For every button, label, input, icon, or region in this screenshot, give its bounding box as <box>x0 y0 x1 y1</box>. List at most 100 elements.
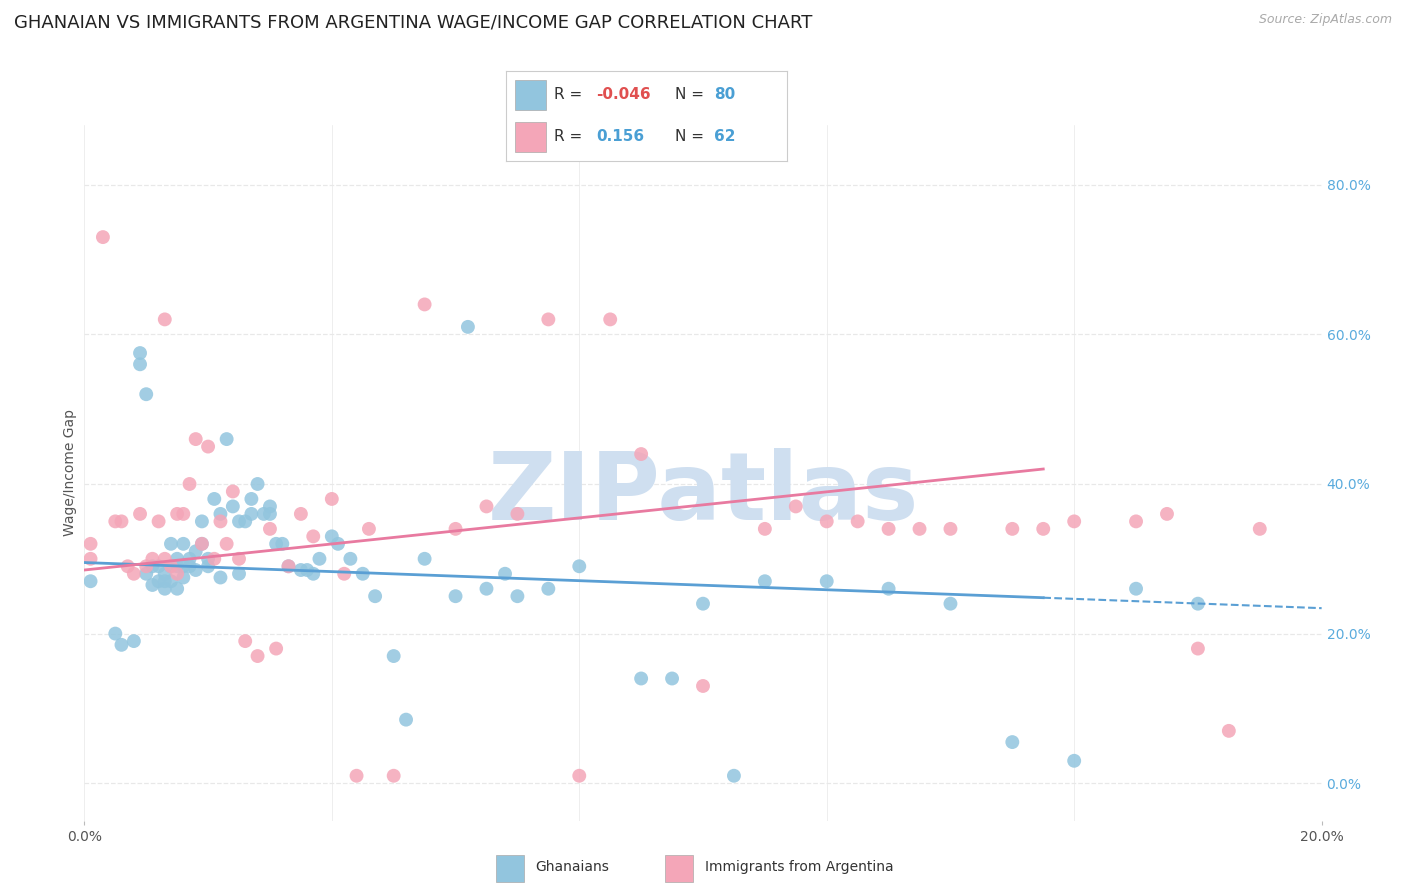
Point <box>785 500 807 514</box>
Point <box>160 574 183 589</box>
Text: R =: R = <box>554 87 588 103</box>
Point <box>191 515 214 529</box>
Point <box>172 507 194 521</box>
Point <box>104 515 127 529</box>
Point <box>222 484 245 499</box>
Point <box>179 559 201 574</box>
Point <box>264 537 287 551</box>
Point <box>184 432 207 446</box>
Point <box>246 648 269 663</box>
Point <box>290 563 312 577</box>
Point <box>153 574 176 589</box>
Point <box>413 297 436 311</box>
Point <box>172 559 194 574</box>
Point <box>754 522 776 536</box>
Point <box>153 582 176 596</box>
Text: N =: N = <box>675 87 709 103</box>
Point <box>877 582 900 596</box>
Point <box>148 559 170 574</box>
Point <box>172 570 194 584</box>
Point <box>184 563 207 577</box>
FancyBboxPatch shape <box>496 855 523 881</box>
Point <box>179 477 201 491</box>
Point <box>537 582 560 596</box>
Point <box>1125 582 1147 596</box>
Point <box>148 515 170 529</box>
Point <box>333 566 356 581</box>
Point <box>104 626 127 640</box>
Point <box>160 559 183 574</box>
Point <box>939 597 962 611</box>
Point <box>457 319 479 334</box>
Point <box>877 522 900 536</box>
Point <box>233 634 256 648</box>
Point <box>395 713 418 727</box>
Point <box>382 769 405 783</box>
Point <box>79 551 101 566</box>
Point <box>908 522 931 536</box>
Point <box>1187 641 1209 656</box>
Point <box>209 570 232 584</box>
Point <box>537 312 560 326</box>
Point <box>1001 522 1024 536</box>
Point <box>215 432 238 446</box>
Point <box>692 679 714 693</box>
Point <box>444 522 467 536</box>
Point <box>191 537 214 551</box>
Point <box>91 230 114 244</box>
Point <box>153 312 176 326</box>
Point <box>79 537 101 551</box>
Point <box>302 566 325 581</box>
Point <box>166 551 188 566</box>
Point <box>160 537 183 551</box>
Text: Source: ZipAtlas.com: Source: ZipAtlas.com <box>1258 13 1392 27</box>
FancyBboxPatch shape <box>515 80 546 110</box>
Point <box>271 537 294 551</box>
Point <box>277 559 299 574</box>
Point <box>815 574 838 589</box>
Point <box>240 507 263 521</box>
Point <box>494 566 516 581</box>
Point <box>630 447 652 461</box>
Point <box>166 582 188 596</box>
Point <box>277 559 299 574</box>
Point <box>326 537 349 551</box>
Point <box>166 566 188 581</box>
FancyBboxPatch shape <box>665 855 693 881</box>
Text: 62: 62 <box>714 129 735 145</box>
Point <box>1001 735 1024 749</box>
Point <box>79 574 101 589</box>
Point <box>357 522 380 536</box>
Point <box>253 507 276 521</box>
Point <box>321 491 343 506</box>
Point <box>233 515 256 529</box>
Text: Immigrants from Argentina: Immigrants from Argentina <box>704 861 893 874</box>
Point <box>1218 723 1240 738</box>
Point <box>444 589 467 603</box>
Point <box>202 491 225 506</box>
Point <box>661 672 683 686</box>
Point <box>141 559 163 574</box>
Point <box>352 566 374 581</box>
Point <box>184 544 207 558</box>
Point <box>259 500 281 514</box>
Point <box>339 551 361 566</box>
Text: Ghanaians: Ghanaians <box>536 861 609 874</box>
Point <box>209 515 232 529</box>
Point <box>110 638 132 652</box>
Point <box>129 357 152 371</box>
Point <box>568 559 591 574</box>
Point <box>599 312 621 326</box>
Text: 0.156: 0.156 <box>596 129 644 145</box>
Point <box>228 515 250 529</box>
Point <box>122 634 145 648</box>
Point <box>1125 515 1147 529</box>
Point <box>209 507 232 521</box>
Point <box>160 559 183 574</box>
Y-axis label: Wage/Income Gap: Wage/Income Gap <box>63 409 77 536</box>
Point <box>129 346 152 360</box>
Point <box>135 566 157 581</box>
Point <box>172 537 194 551</box>
Text: R =: R = <box>554 129 592 145</box>
Point <box>939 522 962 536</box>
